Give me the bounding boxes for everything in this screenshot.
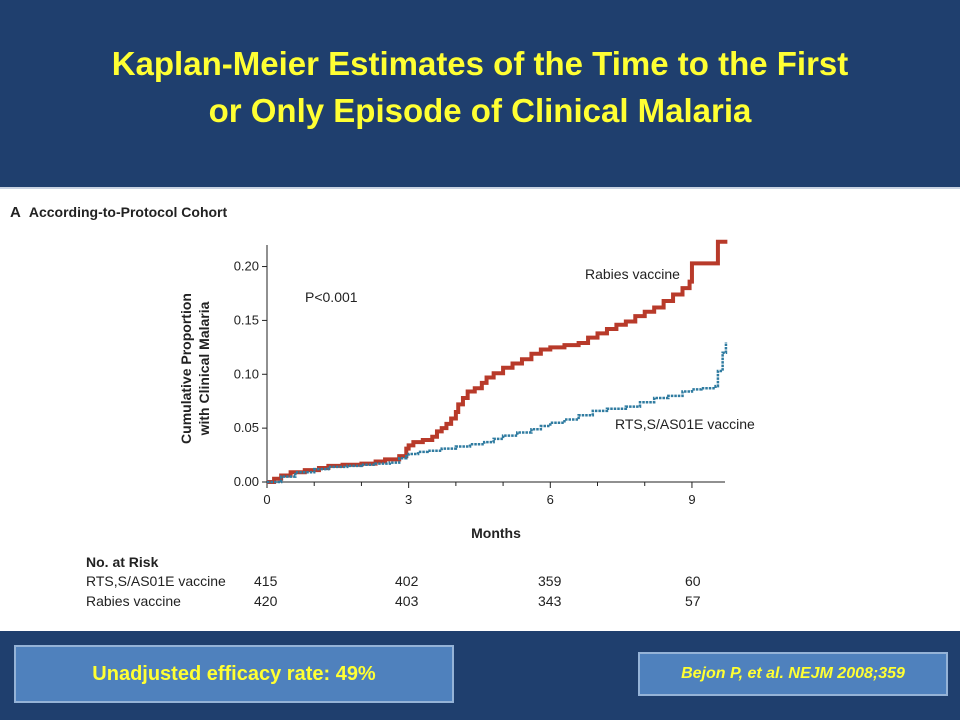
panel-letter: A <box>10 204 21 221</box>
figure-panel: A According-to-Protocol Cohort 0.00 0.05 0.… <box>0 187 960 631</box>
slide-title: Kaplan-Meier Estimates of the Time to th… <box>0 40 960 134</box>
y-axis-title-line1: Cumulative Proportion <box>178 293 194 444</box>
risk-cell: 415 <box>254 573 278 589</box>
y-tick-label: 0.00 <box>234 474 259 489</box>
series-label-rabies: Rabies vaccine <box>585 266 680 282</box>
risk-cell: 420 <box>254 593 278 609</box>
citation-text: Bejon P, et al. NEJM 2008;359 <box>681 665 905 682</box>
km-chart: 0.00 0.05 0.10 0.15 0.20 0 3 6 9 Months Cumulati… <box>178 239 755 541</box>
x-axis-title: Months <box>471 525 521 541</box>
y-tick-label: 0.15 <box>234 312 259 327</box>
risk-cell: 402 <box>395 573 419 589</box>
panel-label: A According-to-Protocol Cohort <box>10 204 227 221</box>
slide-title-line1: Kaplan-Meier Estimates of the Time to th… <box>111 45 849 82</box>
p-value-annotation: P<0.001 <box>305 289 358 305</box>
panel-title: According-to-Protocol Cohort <box>28 204 228 220</box>
series-line-rts <box>267 341 728 484</box>
risk-cell: 403 <box>395 593 419 609</box>
y-tick-label: 0.05 <box>234 420 259 435</box>
citation-box: Bejon P, et al. NEJM 2008;359 <box>638 652 948 696</box>
risk-row-rabies: Rabies vaccine 420 403 343 57 <box>86 593 746 613</box>
efficacy-rate-text: Unadjusted efficacy rate: 49% <box>92 662 376 685</box>
risk-cell: 359 <box>538 573 562 589</box>
risk-cell: 343 <box>538 593 562 609</box>
y-tick-label: 0.20 <box>234 259 259 274</box>
risk-table-title: No. at Risk <box>86 554 159 570</box>
risk-row-label: RTS,S/AS01E vaccine <box>86 573 226 589</box>
y-axis-title-line2: with Clinical Malaria <box>196 301 212 436</box>
x-tick-label: 9 <box>688 492 695 507</box>
x-tick-label: 3 <box>405 492 412 507</box>
y-tick-label: 0.10 <box>234 366 259 381</box>
x-tick-label: 6 <box>547 492 554 507</box>
efficacy-rate-box: Unadjusted efficacy rate: 49% <box>14 645 454 703</box>
risk-row-label: Rabies vaccine <box>86 593 181 609</box>
series-label-rts: RTS,S/AS01E vaccine <box>615 416 755 432</box>
x-tick-label: 0 <box>263 492 270 507</box>
risk-table: No. at Risk RTS,S/AS01E vaccine 415 402 … <box>86 554 746 613</box>
slide-title-line2: or Only Episode of Clinical Malaria <box>208 92 752 129</box>
risk-cell: 60 <box>685 573 701 589</box>
risk-row-rts: RTS,S/AS01E vaccine 415 402 359 60 <box>86 573 746 593</box>
risk-cell: 57 <box>685 593 701 609</box>
